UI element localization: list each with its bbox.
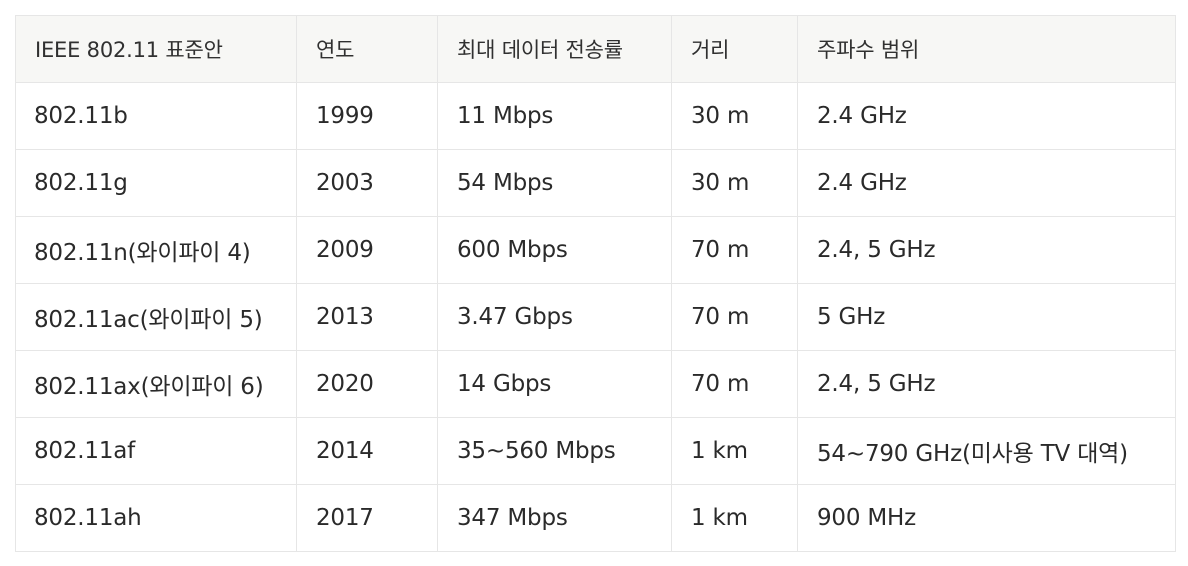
cell-standard: 802.11ax(와이파이 6) [15,350,297,418]
cell-range: 70 m [671,350,798,418]
cell-standard: 802.11ah [15,484,297,552]
cell-standard: 802.11g [15,149,297,217]
table-row: 802.11b 1999 11 Mbps 30 m 2.4 GHz [15,82,1176,150]
cell-range: 30 m [671,149,798,217]
cell-standard: 802.11n(와이파이 4) [15,216,297,284]
cell-max-rate: 35~560 Mbps [437,417,672,485]
table-row: 802.11ah 2017 347 Mbps 1 km 900 MHz [15,484,1176,552]
cell-max-rate: 11 Mbps [437,82,672,150]
cell-standard: 802.11af [15,417,297,485]
table-row: 802.11g 2003 54 Mbps 30 m 2.4 GHz [15,149,1176,217]
header-year: 연도 [296,15,438,83]
cell-frequency: 2.4 GHz [797,149,1176,217]
cell-year: 2003 [296,149,438,217]
cell-max-rate: 3.47 Gbps [437,283,672,351]
cell-year: 1999 [296,82,438,150]
table-body: 802.11b 1999 11 Mbps 30 m 2.4 GHz 802.11… [15,82,1176,552]
table-row: 802.11n(와이파이 4) 2009 600 Mbps 70 m 2.4, … [15,216,1176,284]
cell-frequency: 2.4 GHz [797,82,1176,150]
cell-range: 30 m [671,82,798,150]
cell-range: 1 km [671,484,798,552]
cell-year: 2013 [296,283,438,351]
cell-frequency: 5 GHz [797,283,1176,351]
table-header: IEEE 802.11 표준안 연도 최대 데이터 전송률 거리 주파수 범위 [15,15,1176,83]
cell-year: 2017 [296,484,438,552]
header-frequency: 주파수 범위 [797,15,1176,83]
cell-frequency: 2.4, 5 GHz [797,350,1176,418]
table-row: 802.11ac(와이파이 5) 2013 3.47 Gbps 70 m 5 G… [15,283,1176,351]
cell-frequency: 2.4, 5 GHz [797,216,1176,284]
cell-standard: 802.11b [15,82,297,150]
table-row: 802.11ax(와이파이 6) 2020 14 Gbps 70 m 2.4, … [15,350,1176,418]
cell-max-rate: 600 Mbps [437,216,672,284]
cell-range: 1 km [671,417,798,485]
header-max-rate: 최대 데이터 전송률 [437,15,672,83]
cell-frequency: 900 MHz [797,484,1176,552]
cell-standard: 802.11ac(와이파이 5) [15,283,297,351]
cell-max-rate: 347 Mbps [437,484,672,552]
cell-max-rate: 14 Gbps [437,350,672,418]
cell-frequency: 54~790 GHz(미사용 TV 대역) [797,417,1176,485]
cell-range: 70 m [671,216,798,284]
cell-max-rate: 54 Mbps [437,149,672,217]
table-row: 802.11af 2014 35~560 Mbps 1 km 54~790 GH… [15,417,1176,485]
cell-year: 2009 [296,216,438,284]
table-container: IEEE 802.11 표준안 연도 최대 데이터 전송률 거리 주파수 범위 … [15,15,1176,552]
header-row: IEEE 802.11 표준안 연도 최대 데이터 전송률 거리 주파수 범위 [15,15,1176,83]
cell-year: 2020 [296,350,438,418]
header-standard: IEEE 802.11 표준안 [15,15,297,83]
wifi-standards-table: IEEE 802.11 표준안 연도 최대 데이터 전송률 거리 주파수 범위 … [15,15,1176,552]
header-range: 거리 [671,15,798,83]
cell-range: 70 m [671,283,798,351]
cell-year: 2014 [296,417,438,485]
